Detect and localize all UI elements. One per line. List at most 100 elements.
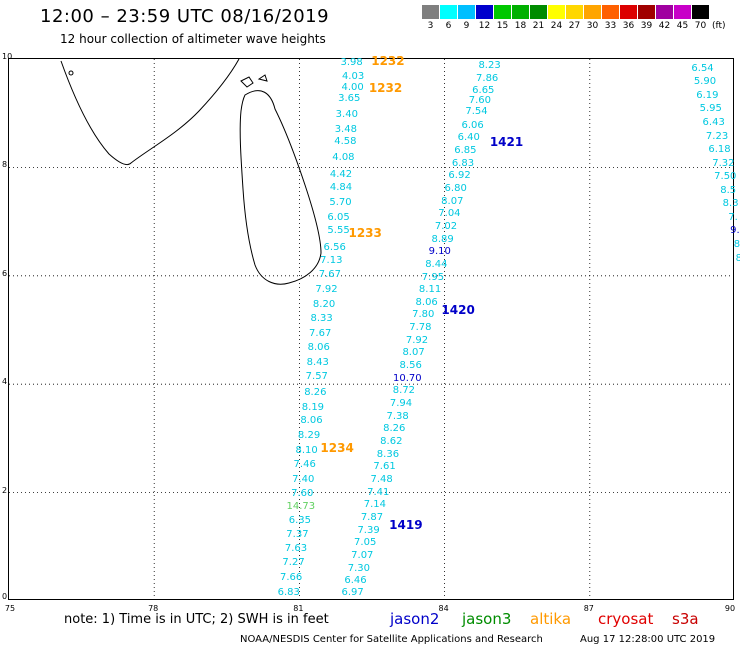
wave-height-value: 8.10 [295, 444, 318, 456]
wave-height-value: 7.54 [465, 106, 488, 118]
wave-height-value: 7.60 [291, 488, 314, 500]
scale-swatch [692, 5, 709, 19]
india-coastline [60, 59, 240, 166]
wave-height-value: 5.90 [693, 76, 717, 88]
wave-height-value: 6.54 [691, 62, 714, 74]
scale-label: 21 [532, 21, 545, 31]
scale-swatch [548, 5, 565, 19]
scale-label: 15 [496, 21, 509, 31]
wave-height-value: 7.14 [363, 499, 386, 511]
wave-height-value: 8.56 [399, 359, 422, 371]
scale-swatch [458, 5, 475, 19]
wave-height-value: 9.10 [428, 246, 451, 258]
wave-height-value: 7.92 [405, 334, 429, 346]
wave-height-value: 7.66 [279, 572, 303, 584]
scale-label: 12 [478, 21, 491, 31]
scale-swatch [422, 5, 439, 19]
wave-height-value: 4.03 [341, 70, 365, 82]
scale-swatch [602, 5, 619, 19]
island-outline [68, 70, 74, 76]
wave-height-value: 7.78 [409, 321, 432, 333]
wave-height-value: 7.41 [367, 486, 390, 498]
wave-height-value: 10.70 [392, 372, 422, 384]
map-title: 12:00 – 23:59 UTC 08/16/2019 [40, 6, 330, 27]
wave-height-value: 6.97 [341, 587, 364, 599]
wave-height-value: 6.18 [708, 144, 731, 156]
wave-height-value: 5.55 [327, 225, 350, 237]
wave-height-value: 7.63 [284, 542, 308, 554]
scale-swatch [476, 5, 493, 19]
satellite-legend-item: s3a [672, 610, 699, 628]
pass-time-label: 1421 [489, 135, 524, 149]
wave-height-value: 6.80 [444, 183, 467, 195]
x-tick-label: 75 [4, 604, 16, 613]
wave-height-value: 8.36 [376, 448, 400, 460]
wave-height-value: 7.05 [354, 537, 377, 549]
wave-height-value: 6.19 [696, 89, 719, 101]
wave-height-value: 4.84 [329, 182, 353, 194]
wave-height-value: 7.07 [351, 549, 374, 561]
wave-height-value: 8 [735, 252, 740, 264]
wave-height-value: 6.65 [472, 84, 495, 96]
x-tick-label: 87 [583, 604, 594, 613]
wave-height-value: 7.37 [286, 528, 309, 540]
wave-height-value: 4.42 [329, 168, 353, 180]
scale-label: 18 [514, 21, 527, 31]
scale-swatch [440, 5, 457, 19]
wave-height-value: 8.62 [380, 435, 403, 447]
wave-height-value: 8.43 [306, 356, 329, 368]
scale-swatch [512, 5, 529, 19]
y-tick-label: 10 [2, 52, 13, 61]
wave-height-value: 6.40 [457, 132, 480, 144]
scale-swatch [530, 5, 547, 19]
wave-height-value: 4.08 [332, 152, 355, 164]
wave-height-value: 7.80 [412, 309, 435, 321]
wave-height-value: 8.44 [425, 259, 448, 271]
wave-height-value: 7.40 [292, 473, 315, 485]
footer-note: note: 1) Time is in UTC; 2) SWH is in fe… [64, 612, 329, 627]
wave-height-value: 8.5 [720, 184, 737, 196]
satellite-legend-item: jason3 [462, 610, 512, 628]
scale-label: 6 [445, 21, 452, 31]
sri-lanka-coastline [239, 90, 322, 285]
wave-height-value: 6.56 [323, 241, 346, 253]
wave-height-value: 8.29 [297, 430, 321, 442]
wave-height-value: 8.3 [722, 198, 739, 210]
x-tick-label: 84 [438, 604, 449, 613]
wave-height-value: 6.83 [451, 157, 475, 169]
scale-label: 33 [604, 21, 617, 31]
wave-height-value: 7.67 [318, 268, 341, 280]
wave-height-value: 7.48 [370, 473, 393, 485]
y-tick-label: 8 [2, 160, 8, 170]
wave-height-value: 8.26 [383, 423, 406, 435]
scale-swatch [638, 5, 655, 19]
wave-height-value: 7.94 [389, 397, 413, 409]
wave-height-value: 7.38 [386, 410, 409, 422]
wave-height-value: 8.20 [312, 298, 336, 310]
wave-height-value: 7.04 [438, 208, 461, 220]
wave-height-value: 7.46 [293, 458, 316, 470]
wave-height-value: 7.67 [309, 328, 332, 340]
pass-time-label: 1419 [389, 518, 423, 533]
wave-height-value: 8.19 [301, 401, 325, 413]
x-tick-label: 81 [293, 604, 304, 613]
wave-height-value: 4.58 [334, 136, 357, 147]
pass-time-label: 1232 [368, 80, 403, 95]
scale-unit: (ft) [712, 21, 726, 31]
scale-swatch [566, 5, 583, 19]
wave-height-value: 3.48 [334, 123, 357, 135]
y-tick-label: 6 [2, 268, 8, 278]
wave-height-value: 3.40 [335, 108, 358, 120]
wave-height-value: 7.95 [421, 271, 445, 283]
scale-label: 3 [427, 21, 434, 31]
wave-height-value: 5.95 [699, 103, 722, 115]
pass-time-label: 1232 [371, 53, 405, 68]
wave-height-value: 8.07 [402, 347, 425, 359]
wave-height-value: 6.35 [288, 515, 311, 527]
wave-height-value: 7.32 [712, 157, 735, 169]
wave-height-value: 6.83 [277, 587, 300, 599]
wave-height-value: 4.00 [341, 81, 364, 93]
wave-height-value: 8.23 [478, 60, 501, 72]
wave-height-value: 7.30 [347, 562, 371, 574]
wave-height-value: 3.65 [338, 92, 361, 104]
